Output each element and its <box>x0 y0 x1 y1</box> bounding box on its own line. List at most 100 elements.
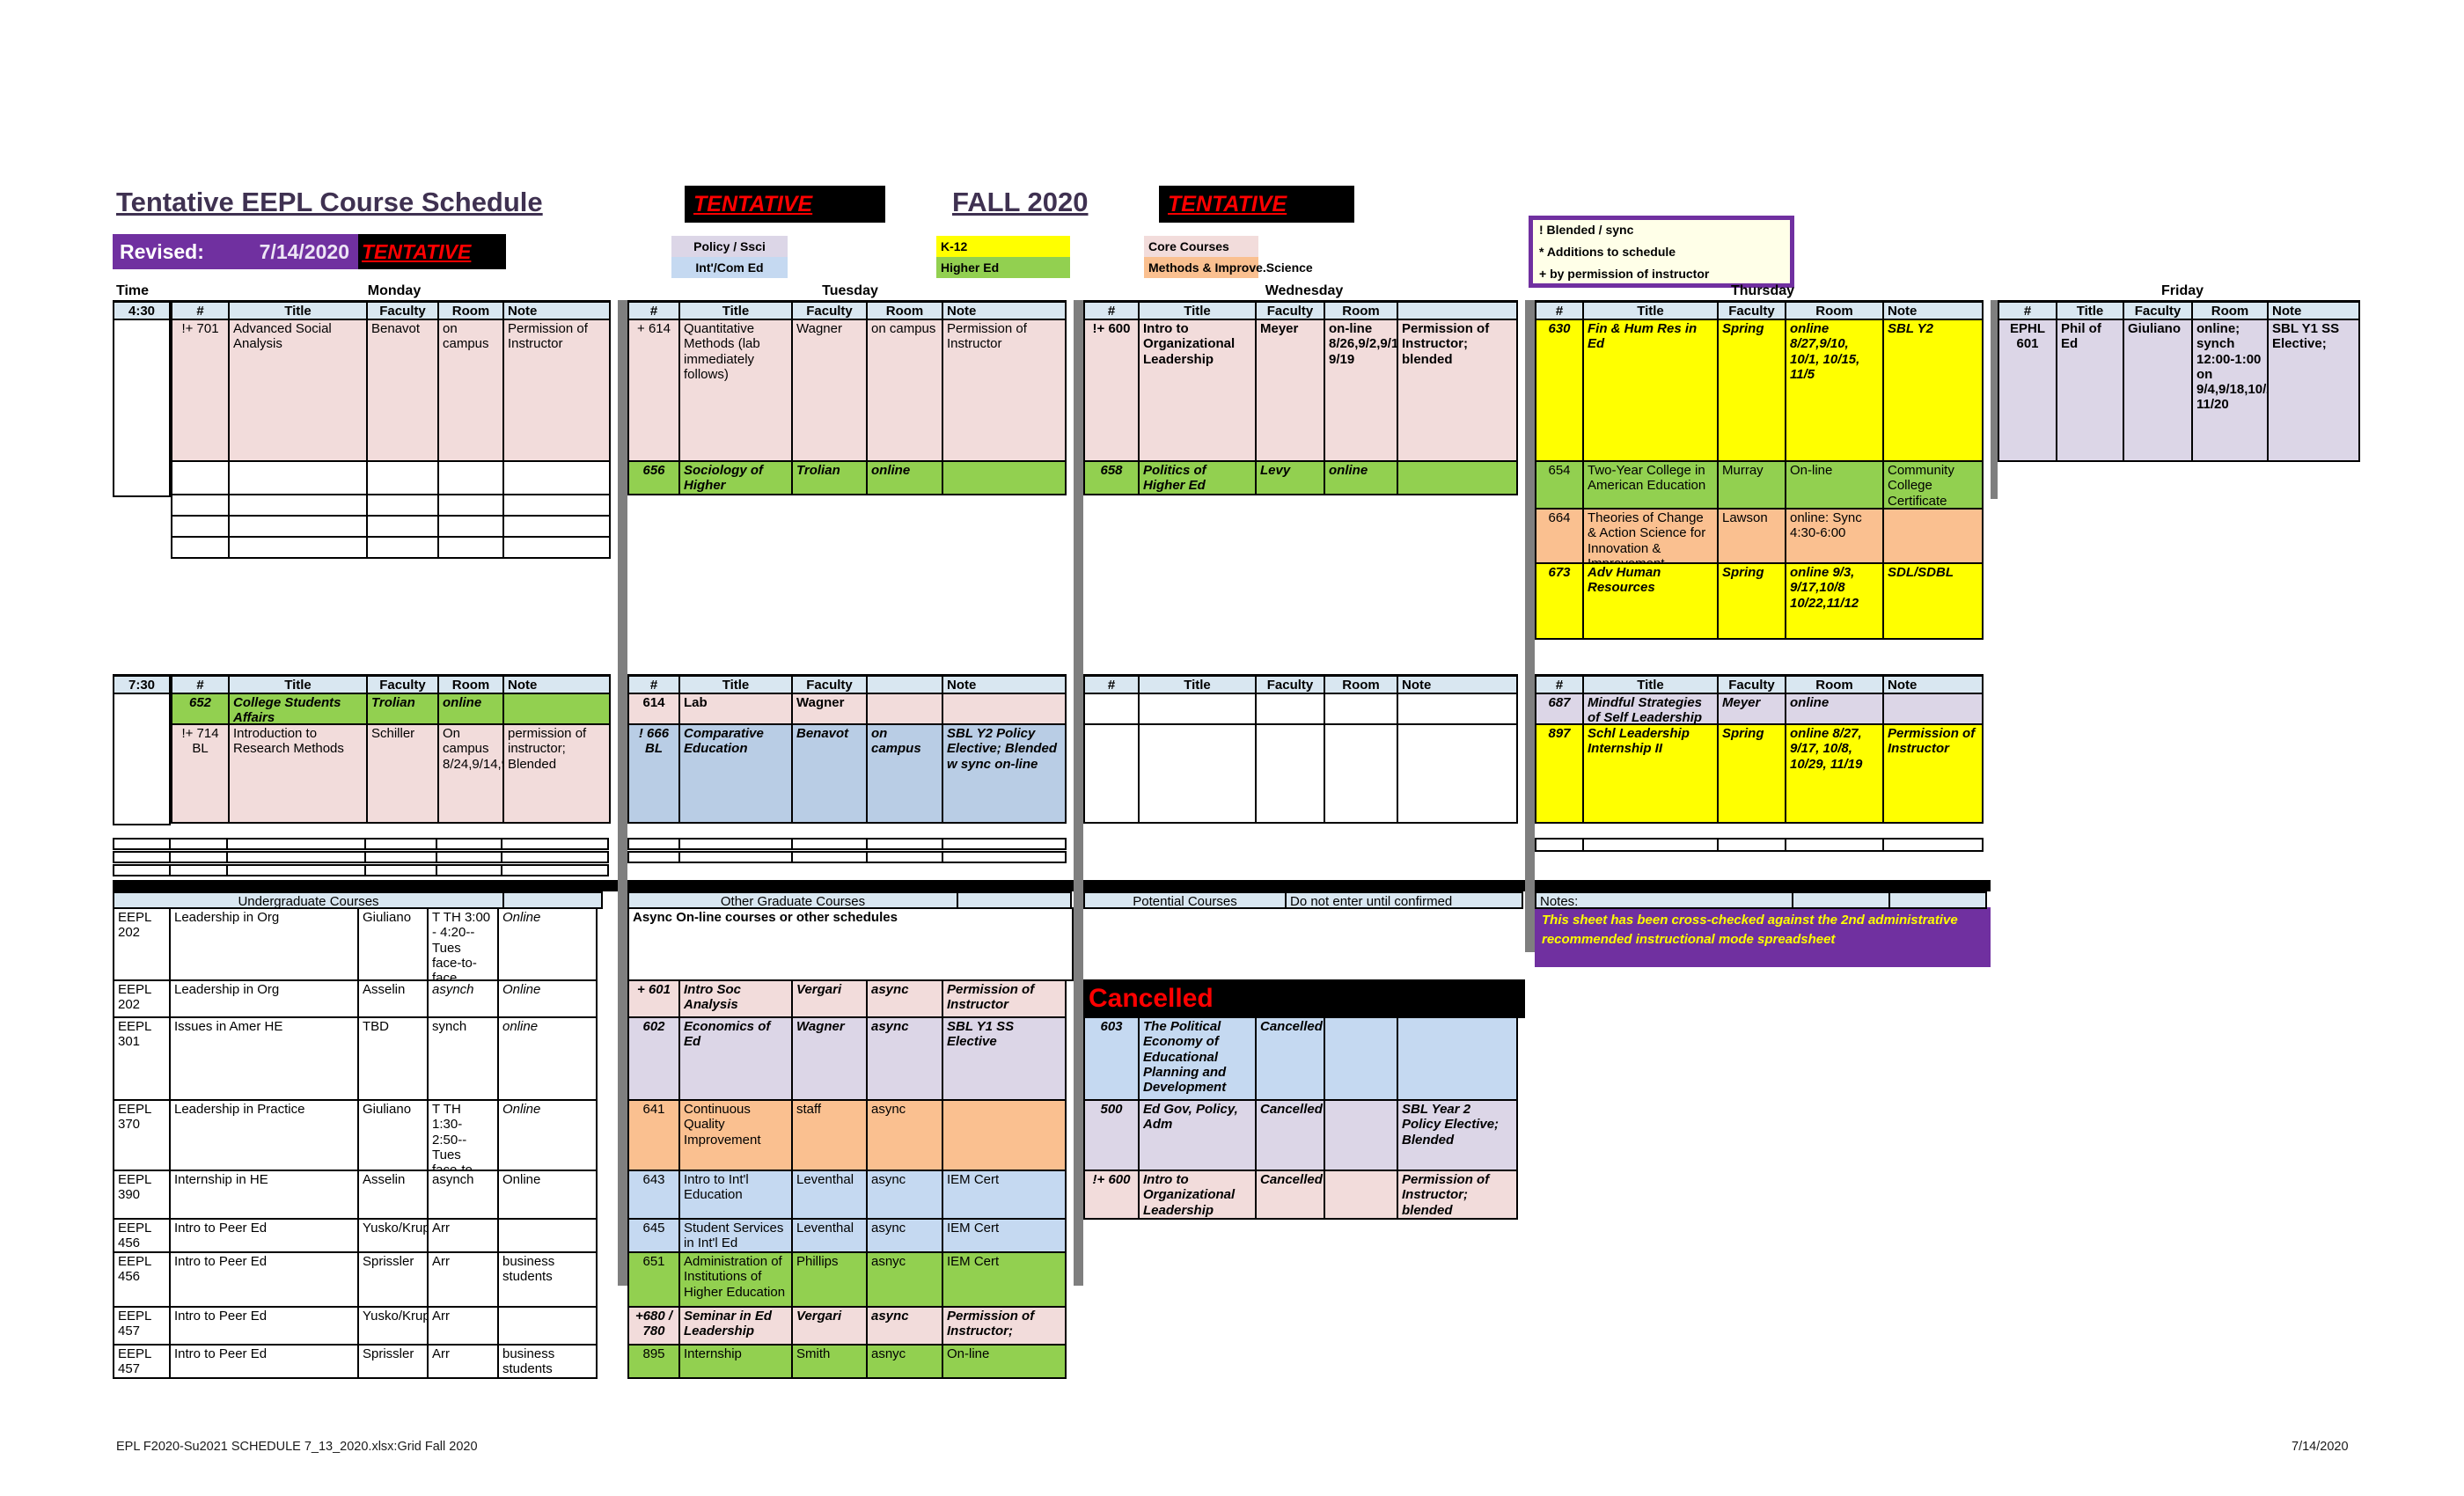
other-graduate-courses-cell[interactable]: Permission of Instructor <box>942 979 1067 1018</box>
monday-thinrows-cell[interactable] <box>169 838 228 850</box>
thursday-430-cell[interactable]: 654 <box>1535 460 1584 510</box>
monday-430-cell[interactable] <box>502 536 611 559</box>
monday-730-cell[interactable]: Title <box>228 674 368 694</box>
time-430-cell[interactable] <box>113 319 171 497</box>
other-graduate-courses-cell[interactable]: Wagner <box>791 1016 868 1101</box>
band-potential-cell[interactable]: Do not enter until confirmed <box>1285 891 1523 909</box>
friday-430-cell[interactable]: Phil of Ed <box>2056 319 2124 462</box>
monday-730-cell[interactable]: College Students Affairs <box>228 693 368 725</box>
thursday-430-cell[interactable]: Faculty <box>1717 300 1786 320</box>
wednesday-730-cell[interactable] <box>1324 723 1398 824</box>
monday-430-cell[interactable] <box>502 460 611 495</box>
thursday-430-cell[interactable]: online 8/27,9/10, 10/1, 10/15, 11/5 <box>1785 319 1884 462</box>
thursday-730-cell[interactable] <box>1882 693 1984 725</box>
thursday-430-cell[interactable]: On-line <box>1785 460 1884 510</box>
thursday-430-cell[interactable]: 664 <box>1535 508 1584 564</box>
thursday-thinrows-cell[interactable] <box>1785 838 1884 852</box>
band-undergrad-cell[interactable]: Undergraduate Courses <box>113 891 504 909</box>
monday-thinrows-cell[interactable] <box>113 864 171 876</box>
undergrad-courses-cell[interactable]: Online <box>497 1099 598 1171</box>
undergrad-courses-cell[interactable]: Arr <box>427 1218 499 1253</box>
friday-430-cell[interactable]: online; synch 12:00-1:00 on 9/4,9/18,10/… <box>2191 319 2269 462</box>
undergrad-courses-cell[interactable]: EEPL 370 <box>113 1099 171 1171</box>
monday-430-cell[interactable] <box>228 536 368 559</box>
monday-thinrows-cell[interactable] <box>364 838 437 850</box>
other-graduate-courses-cell[interactable]: IEM Cert <box>942 1251 1067 1308</box>
thursday-thinrows-cell[interactable] <box>1882 838 1984 852</box>
undergrad-courses-cell[interactable]: Yusko/Krupski <box>357 1306 429 1346</box>
wednesday-430-cell[interactable] <box>1397 460 1518 495</box>
potential-courses-cell[interactable]: The Political Economy of Educational Pla… <box>1138 1016 1257 1101</box>
thursday-730-cell[interactable]: Note <box>1882 674 1984 694</box>
monday-430-cell[interactable] <box>366 460 439 495</box>
friday-430-cell[interactable]: Faculty <box>2123 300 2193 320</box>
monday-730-cell[interactable]: Room <box>437 674 504 694</box>
potential-courses-cell[interactable]: 500 <box>1083 1099 1140 1171</box>
undergrad-courses-cell[interactable]: Yusko/Krupski <box>357 1218 429 1253</box>
thursday-430-cell[interactable]: Adv Human Resources <box>1582 562 1719 640</box>
monday-730-cell[interactable]: # <box>171 674 230 694</box>
monday-thinrows-cell[interactable] <box>226 838 366 850</box>
tuesday-430-cell[interactable]: Permission of Instructor <box>942 319 1067 462</box>
wednesday-430-cell[interactable]: on-line 8/26,9/2,9/16,9/23,10/7,10/14,10… <box>1324 319 1398 462</box>
wednesday-730-cell[interactable]: # <box>1083 674 1140 694</box>
other-graduate-courses-cell[interactable]: Smith <box>791 1344 868 1379</box>
tuesday-430-cell[interactable]: Quantitative Methods (lab immediately fo… <box>678 319 793 462</box>
thursday-730-cell[interactable]: Permission of Instructor <box>1882 723 1984 824</box>
other-graduate-courses-cell[interactable]: Permission of Instructor; <box>942 1306 1067 1346</box>
wednesday-430-cell[interactable]: !+ 600 <box>1083 319 1140 462</box>
other-graduate-courses-cell[interactable]: async <box>866 979 943 1018</box>
friday-430-cell[interactable]: Giuliano <box>2123 319 2193 462</box>
tuesday-730-cell[interactable]: Comparative Education <box>678 723 793 824</box>
monday-430-cell[interactable] <box>366 536 439 559</box>
tuesday-thinrows-cell[interactable] <box>678 851 793 863</box>
thursday-430-cell[interactable]: Community College Certificate <box>1882 460 1984 510</box>
other-graduate-courses-cell[interactable]: Economics of Ed <box>678 1016 793 1101</box>
monday-430-cell[interactable] <box>228 515 368 538</box>
tuesday-thinrows-cell[interactable] <box>942 851 1067 863</box>
friday-430-cell[interactable]: SBL Y1 SS Elective; <box>2267 319 2360 462</box>
band-othergrad-cell[interactable]: Other Graduate Courses <box>627 891 958 909</box>
monday-430-cell[interactable] <box>502 515 611 538</box>
wednesday-430-cell[interactable] <box>1397 300 1518 320</box>
wednesday-730-cell[interactable]: Note <box>1397 674 1518 694</box>
undergrad-courses-cell[interactable]: Internship in HE <box>169 1170 359 1220</box>
time-430-cell[interactable]: 4:30 <box>113 300 171 320</box>
thursday-430-cell[interactable]: Lawson <box>1717 508 1786 564</box>
other-graduate-courses-cell[interactable]: 645 <box>627 1218 680 1253</box>
monday-thinrows-cell[interactable] <box>226 851 366 863</box>
wednesday-730-cell[interactable] <box>1138 693 1257 725</box>
monday-730-cell[interactable]: On campus 8/24,9/14,9/21,10/5,10/19,11/2… <box>437 723 504 824</box>
monday-430-cell[interactable]: # <box>171 300 230 320</box>
undergrad-courses-cell[interactable]: Intro to Peer Ed <box>169 1306 359 1346</box>
undergrad-courses-cell[interactable]: Online <box>497 907 598 981</box>
undergrad-courses-cell[interactable]: Online <box>497 1170 598 1220</box>
wednesday-730-cell[interactable] <box>1324 693 1398 725</box>
monday-430-cell[interactable] <box>366 515 439 538</box>
wednesday-430-cell[interactable]: Permission of Instructor; blended <box>1397 319 1518 462</box>
undergrad-courses-cell[interactable]: Sprissler <box>357 1251 429 1308</box>
monday-430-cell[interactable] <box>502 494 611 517</box>
monday-430-cell[interactable]: Room <box>437 300 504 320</box>
monday-430-cell[interactable]: Permission of Instructor <box>502 319 611 462</box>
monday-730-cell[interactable] <box>502 693 611 725</box>
thursday-430-cell[interactable]: Spring <box>1717 562 1786 640</box>
undergrad-courses-cell[interactable]: Giuliano <box>357 907 429 981</box>
monday-730-cell[interactable]: !+ 714 BL <box>171 723 230 824</box>
wednesday-430-cell[interactable]: Politics of Higher Ed <box>1138 460 1257 495</box>
tuesday-thinrows-cell[interactable] <box>866 851 943 863</box>
tuesday-730-cell[interactable]: 614 <box>627 693 680 725</box>
undergrad-courses-cell[interactable]: business students <box>497 1251 598 1308</box>
thursday-730-cell[interactable]: Mindful Strategies of Self Leadership <box>1582 693 1719 725</box>
monday-430-cell[interactable]: Benavot <box>366 319 439 462</box>
other-graduate-courses-cell[interactable]: 895 <box>627 1344 680 1379</box>
thursday-430-cell[interactable] <box>1882 508 1984 564</box>
tuesday-430-cell[interactable]: Faculty <box>791 300 868 320</box>
undergrad-courses-cell[interactable]: Sprissler <box>357 1344 429 1379</box>
monday-430-cell[interactable] <box>171 515 230 538</box>
wednesday-730-cell[interactable] <box>1083 693 1140 725</box>
undergrad-courses-cell[interactable]: Intro to Peer Ed <box>169 1344 359 1379</box>
monday-430-cell[interactable]: Advanced Social Analysis <box>228 319 368 462</box>
monday-730-cell[interactable]: Introduction to Research Methods <box>228 723 368 824</box>
thursday-430-cell[interactable]: SDL/SDBL <box>1882 562 1984 640</box>
